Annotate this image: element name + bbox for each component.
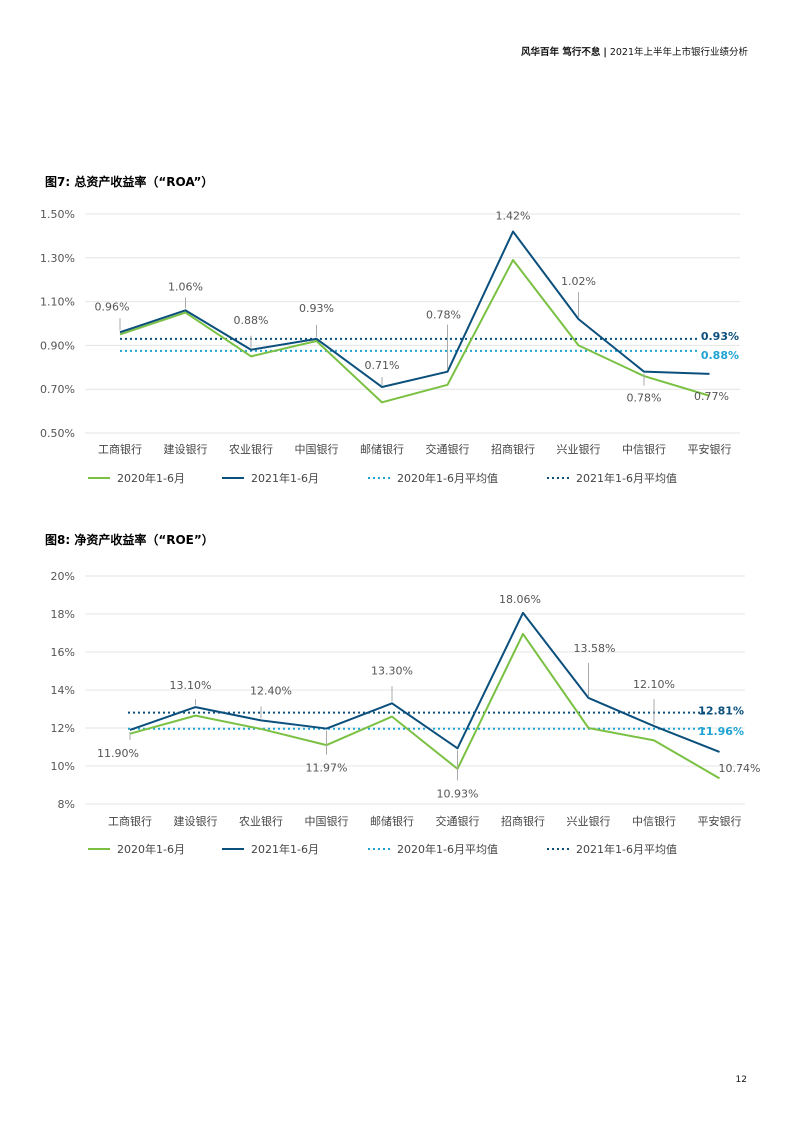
page-header: 风华百年 笃行不怠 | 2021年上半年上市银行业绩分析: [521, 44, 748, 58]
data-label: 11.90%: [97, 747, 139, 760]
y-tick-label: 1.10%: [40, 296, 75, 309]
data-label: 0.93%: [299, 302, 334, 315]
x-tick-label: 招商银行: [491, 442, 535, 456]
data-label: 13.58%: [574, 642, 616, 655]
y-tick-label: 14%: [51, 684, 75, 697]
legend-label: 2020年1-6月平均值: [397, 842, 498, 856]
x-tick-label: 工商银行: [108, 814, 152, 828]
y-tick-label: 0.90%: [40, 339, 75, 352]
x-tick-label: 兴业银行: [557, 442, 601, 456]
x-tick-label: 交通银行: [426, 442, 470, 456]
data-label: 1.02%: [561, 275, 596, 288]
data-label: 0.78%: [426, 309, 461, 322]
legend-label: 2021年1-6月: [251, 471, 319, 485]
series-line-2020: [119, 258, 710, 404]
data-label: 13.30%: [371, 664, 413, 677]
x-tick-label: 平安银行: [688, 442, 732, 456]
y-tick-label: 0.70%: [40, 383, 75, 396]
average-label-2021: 0.93%: [701, 330, 739, 343]
data-label: 1.06%: [168, 280, 203, 293]
x-tick-label: 中国银行: [305, 814, 349, 828]
header-right: 2021年上半年上市银行业绩分析: [609, 47, 748, 58]
series-line-2020: [129, 632, 721, 780]
roe-chart: 20% 18% 16% 14% 12% 10% 8% 工商银行 建设银行 农业银行 中国银行 邮储银行…: [51, 570, 761, 856]
x-tick-label: 工商银行: [98, 442, 142, 456]
y-tick-label: 20%: [51, 570, 75, 583]
legend-label: 2021年1-6月: [251, 842, 319, 856]
series-line-2021: [129, 611, 720, 753]
y-tick-label: 0.50%: [40, 427, 75, 440]
average-label-2020: 11.96%: [698, 725, 744, 738]
x-tick-label: 平安银行: [698, 814, 742, 828]
legend-label: 2020年1-6月: [117, 842, 185, 856]
data-label: 1.42%: [496, 210, 531, 223]
data-label: 12.40%: [250, 684, 292, 697]
data-label: 0.71%: [365, 359, 400, 372]
y-tick-label: 10%: [51, 760, 75, 773]
y-tick-label: 12%: [51, 722, 75, 735]
x-tick-label: 农业银行: [229, 442, 273, 456]
data-label: 11.97%: [306, 762, 348, 775]
y-tick-label: 1.50%: [40, 208, 75, 221]
x-tick-label: 邮储银行: [370, 814, 414, 828]
y-tick-label: 18%: [51, 608, 75, 621]
data-label: 13.10%: [170, 679, 212, 692]
data-label: 10.93%: [437, 787, 479, 800]
data-label: 10.74%: [719, 762, 761, 775]
y-tick-label: 8%: [58, 798, 75, 811]
header-left: 风华百年 笃行不怠: [521, 47, 601, 58]
x-tick-label: 兴业银行: [567, 814, 611, 828]
legend-label: 2021年1-6月平均值: [576, 842, 677, 856]
x-tick-label: 中信银行: [632, 814, 676, 828]
data-label: 0.88%: [234, 314, 269, 327]
x-tick-label: 中信银行: [622, 442, 666, 456]
x-tick-label: 建设银行: [164, 442, 208, 456]
data-label: 0.96%: [95, 300, 130, 313]
data-label: 0.78%: [627, 392, 662, 405]
legend-label: 2020年1-6月: [117, 471, 185, 485]
average-label-2021: 12.81%: [698, 705, 744, 718]
y-tick-label: 16%: [51, 646, 75, 659]
roa-chart: 1.50% 1.30% 1.10% 0.90% 0.70% 0.50% 工商银行 建设银行 农业…: [40, 208, 740, 485]
data-label: 18.06%: [499, 593, 541, 606]
y-tick-label: 1.30%: [40, 252, 75, 265]
x-tick-label: 农业银行: [239, 814, 283, 828]
roe-chart-title: 图8: 净资产收益率（“ROE”）: [45, 533, 214, 547]
x-tick-label: 邮储银行: [360, 442, 404, 456]
data-label: 12.10%: [633, 678, 675, 691]
x-tick-label: 中国银行: [295, 442, 339, 456]
x-tick-label: 交通银行: [436, 814, 480, 828]
legend-label: 2021年1-6月平均值: [576, 471, 677, 485]
data-label: 0.77%: [694, 390, 729, 403]
average-label-2020: 0.88%: [701, 349, 739, 362]
x-tick-label: 建设银行: [174, 814, 218, 828]
series-line-2021: [119, 230, 710, 389]
x-tick-label: 招商银行: [501, 814, 545, 828]
page-number: 12: [735, 1075, 747, 1085]
header-divider: |: [603, 47, 607, 58]
roa-chart-title: 图7: 总资产收益率（“ROA”）: [45, 175, 214, 189]
legend-label: 2020年1-6月平均值: [397, 471, 498, 485]
